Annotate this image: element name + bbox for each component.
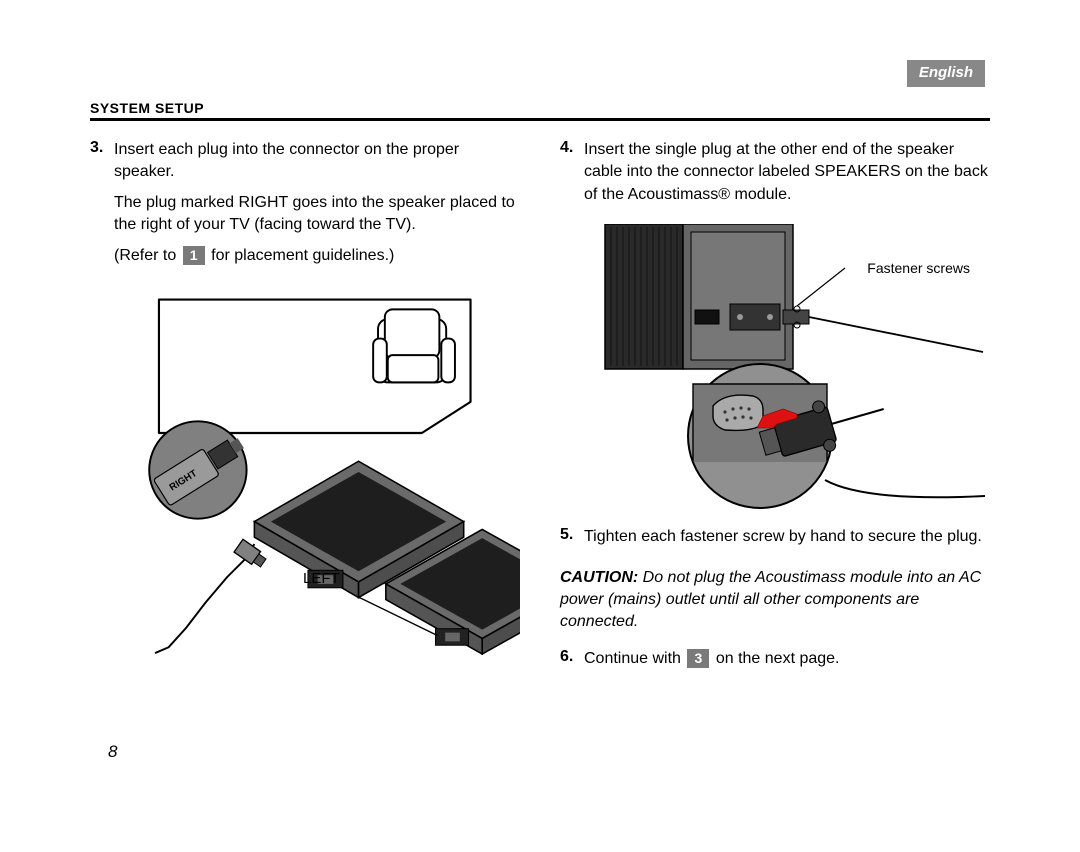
page-number: 8 (108, 742, 117, 762)
step-3-p1: Insert each plug into the connector on t… (114, 139, 520, 184)
step-4-p1: Insert the single plug at the other end … (584, 139, 990, 206)
ref-box-1: 1 (183, 246, 205, 265)
diagram-acoustimass-connector: Fastener screws (560, 224, 990, 514)
language-tab: English (907, 60, 985, 87)
step-3-num: 3. (90, 139, 114, 275)
ref-box-3: 3 (687, 649, 709, 668)
left-column: 3. Insert each plug into the connector o… (90, 139, 520, 688)
ref-pre: (Refer to (114, 247, 181, 264)
section-header-text: System Setup (90, 100, 204, 116)
step-3: 3. Insert each plug into the connector o… (90, 139, 520, 275)
step-6-num: 6. (560, 648, 584, 678)
right-column: 4. Insert the single plug at the other e… (560, 139, 990, 688)
step-3-p2: The plug marked RIGHT goes into the spea… (114, 192, 520, 237)
fastener-label: Fastener screws (867, 260, 970, 276)
step-4: 4. Insert the single plug at the other e… (560, 139, 990, 214)
step-5: 5. Tighten each fastener screw by hand t… (560, 526, 990, 556)
step-4-num: 4. (560, 139, 584, 214)
left-speaker-label: LEFT (303, 570, 340, 587)
step-5-p1: Tighten each fastener screw by hand to s… (584, 526, 990, 548)
cont-post: on the next page. (711, 650, 839, 667)
diagram-speaker-placement: RIGHT (90, 285, 520, 655)
caution-note: CAUTION: Do not plug the Acoustimass mod… (560, 567, 990, 634)
step-3-ref: (Refer to 1 for placement guidelines.) (114, 245, 520, 267)
step-5-num: 5. (560, 526, 584, 556)
section-header: System Setup (90, 100, 990, 121)
step-6: 6. Continue with 3 on the next page. (560, 648, 990, 678)
caution-lead: CAUTION: (560, 569, 643, 586)
cont-pre: Continue with (584, 650, 685, 667)
ref-post: for placement guidelines.) (207, 247, 395, 264)
step-6-p1: Continue with 3 on the next page. (584, 648, 990, 670)
